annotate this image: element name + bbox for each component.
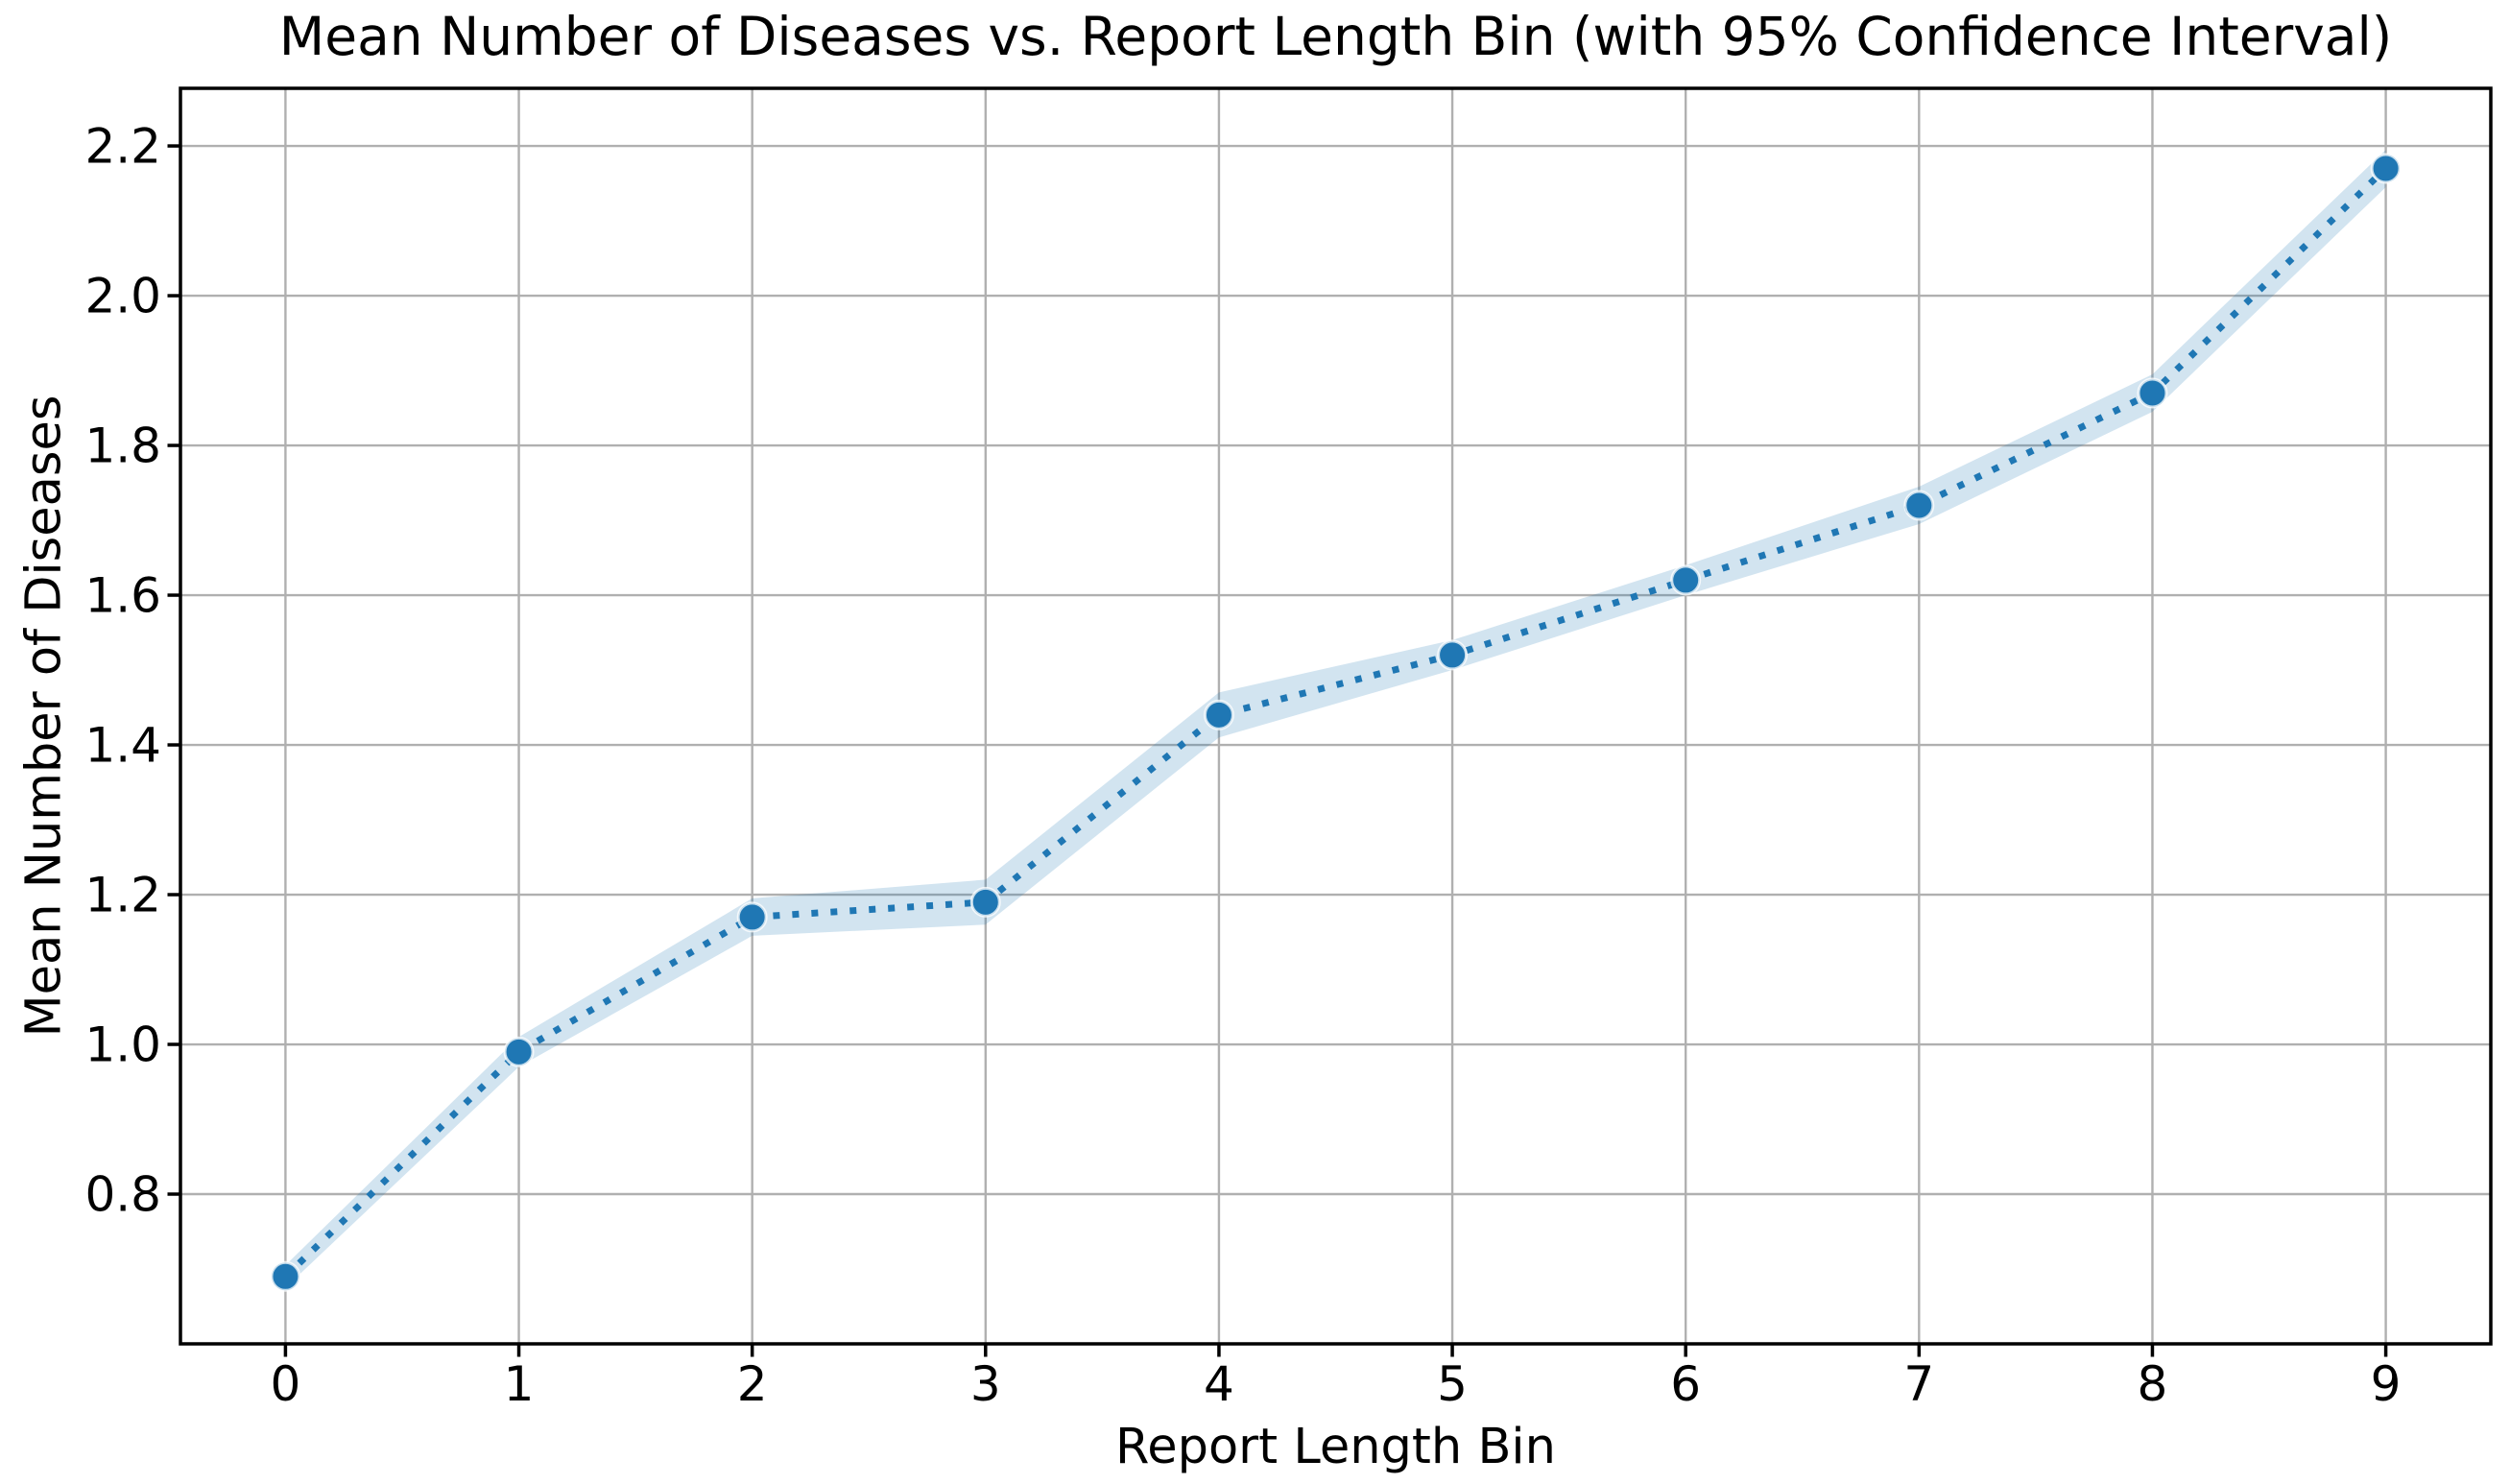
y-tick-label: 1.6 [84, 568, 161, 624]
data-point-marker [270, 1260, 301, 1292]
data-point-marker [1437, 639, 1469, 671]
plot-border [179, 86, 2493, 1346]
data-point-marker [1203, 699, 1234, 730]
x-tick-label: 0 [271, 1356, 301, 1412]
data-point-marker [1903, 490, 1935, 521]
y-tick-label: 1.8 [84, 419, 161, 474]
data-point-marker [2137, 377, 2168, 409]
y-tick-label: 1.0 [84, 1017, 161, 1073]
x-tick-label: 3 [970, 1356, 1001, 1412]
x-tick-label: 8 [2138, 1356, 2168, 1412]
data-point-marker [1670, 564, 1702, 596]
y-axis-label: Mean Number of Diseases [15, 395, 73, 1038]
y-tick-label: 2.0 [84, 269, 161, 324]
x-tick-label: 7 [1903, 1356, 1934, 1412]
data-point-marker [503, 1036, 535, 1067]
confidence-band [285, 149, 2386, 1288]
mean-line [282, 165, 2389, 1280]
x-tick-label: 6 [1670, 1356, 1701, 1412]
data-point-marker [736, 901, 768, 933]
chart-title: Mean Number of Diseases vs. Report Lengt… [278, 6, 2393, 67]
x-tick-label: 1 [504, 1356, 535, 1412]
data-point-marker [969, 886, 1001, 918]
x-tick-label: 4 [1204, 1356, 1234, 1412]
x-tick-label: 5 [1437, 1356, 1468, 1412]
x-tick-label: 2 [737, 1356, 768, 1412]
x-axis-label: Report Length Bin [1115, 1419, 1556, 1475]
x-tick-label: 9 [2371, 1356, 2402, 1412]
y-tick-label: 1.4 [84, 718, 161, 774]
y-tick-label: 2.2 [84, 119, 161, 175]
data-point-marker [2370, 153, 2402, 184]
y-tick-label: 1.2 [84, 868, 161, 923]
y-tick-label: 0.8 [84, 1167, 161, 1223]
